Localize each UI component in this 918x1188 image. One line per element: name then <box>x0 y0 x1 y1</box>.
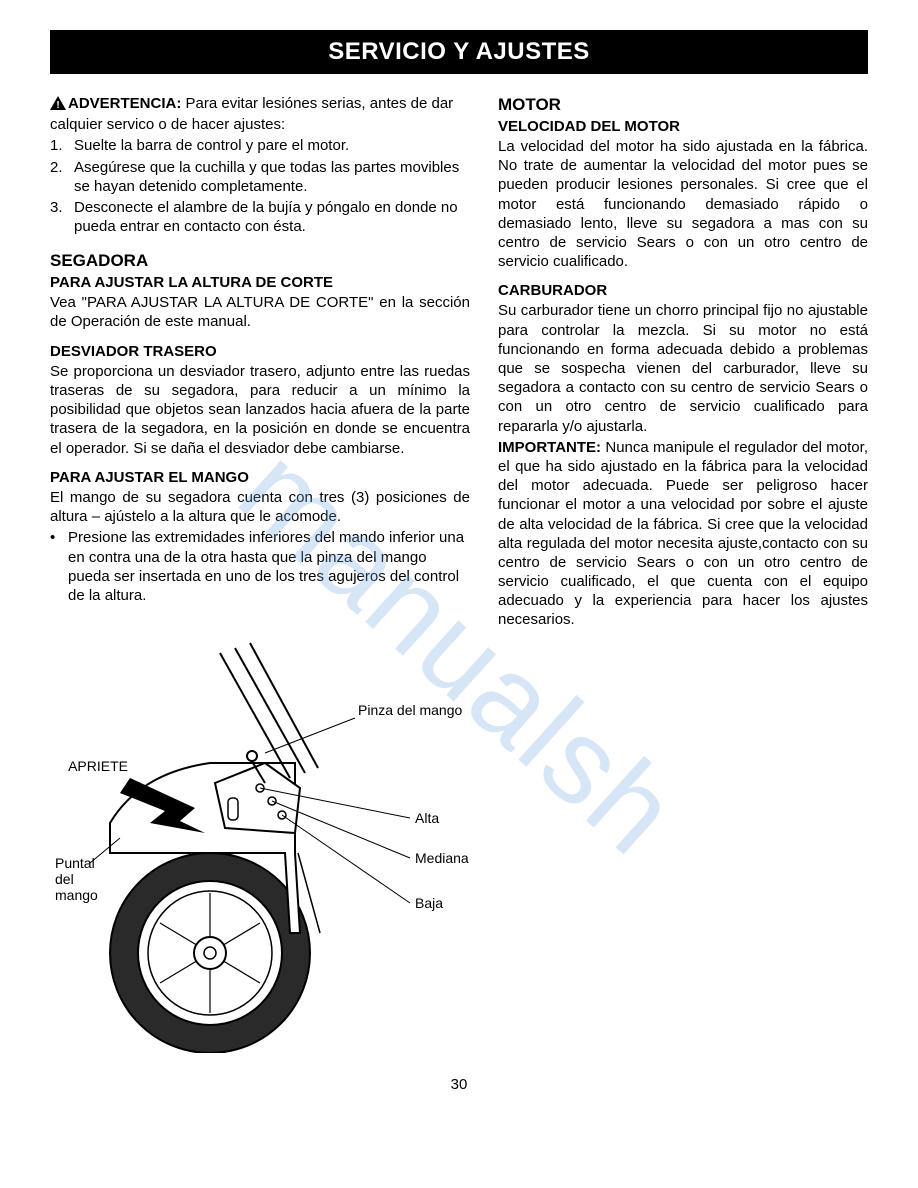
mango-heading: PARA AJUSTAR EL MANGO <box>50 468 470 487</box>
warning-steps-list: 1.Suelte la barra de control y pare el m… <box>50 136 470 236</box>
carburador-paragraph: Su carburador tiene un chorro principal … <box>498 301 868 435</box>
diagram-label-mediana: Mediana <box>415 850 469 866</box>
mango-paragraph: El mango de su segadora cuenta con tres … <box>50 488 470 526</box>
segadora-heading: SEGADORA <box>50 250 470 272</box>
diagram-label-baja: Baja <box>415 895 443 911</box>
motor-heading: MOTOR <box>498 94 868 116</box>
warning-icon: ! <box>50 96 66 115</box>
warning-block: ! ADVERTENCIA: Para evitar lesiónes seri… <box>50 94 470 134</box>
left-column: ! ADVERTENCIA: Para evitar lesiónes seri… <box>50 94 470 1058</box>
importante-text: Nunca manipule el regulador del motor, e… <box>498 439 868 629</box>
carburador-heading: CARBURADOR <box>498 281 868 300</box>
diagram-label-puntal: Puntal del mango <box>55 855 99 903</box>
diagram-label-alta: Alta <box>415 810 439 826</box>
desviador-heading: DESVIADOR TRASERO <box>50 342 470 361</box>
diagram-label-pinza: Pinza del mango <box>358 702 463 718</box>
diagram-label-apriete: APRIETE <box>68 758 128 774</box>
importante-label: IMPORTANTE: <box>498 439 601 456</box>
bullet-dot: • <box>50 528 68 605</box>
list-item: 1.Suelte la barra de control y pare el m… <box>50 136 470 155</box>
altura-paragraph: Vea "PARA AJUSTAR LA ALTURA DE CORTE" en… <box>50 293 470 331</box>
handle-adjustment-diagram: Pinza del mango APRIETE Puntal del mango… <box>50 623 470 1058</box>
right-column: MOTOR VELOCIDAD DEL MOTOR La velocidad d… <box>498 94 868 1058</box>
warning-label: ADVERTENCIA: <box>68 95 181 112</box>
page-banner: SERVICIO Y AJUSTES <box>50 30 868 74</box>
list-item: 2.Asegúrese que la cuchilla y que todas … <box>50 158 470 196</box>
mango-bullet: • Presione las extremidades inferiores d… <box>50 528 470 605</box>
bullet-text: Presione las extremidades inferiores del… <box>68 528 470 605</box>
altura-heading: PARA AJUSTAR LA ALTURA DE CORTE <box>50 273 470 292</box>
velocidad-paragraph: La velocidad del motor ha sido ajustada … <box>498 137 868 271</box>
step-number: 3. <box>50 198 74 236</box>
desviador-paragraph: Se proporciona un desviador trasero, adj… <box>50 362 470 458</box>
two-column-layout: ! ADVERTENCIA: Para evitar lesiónes seri… <box>50 94 868 1058</box>
step-text: Desconecte el alambre de la bujía y póng… <box>74 198 470 236</box>
page-number: 30 <box>50 1076 868 1093</box>
step-number: 2. <box>50 158 74 196</box>
list-item: 3.Desconecte el alambre de la bujía y pó… <box>50 198 470 236</box>
manual-page: SERVICIO Y AJUSTES ! ADVERTENCIA: Para e… <box>0 30 918 1093</box>
step-text: Asegúrese que la cuchilla y que todas la… <box>74 158 470 196</box>
importante-paragraph: IMPORTANTE: Nunca manipule el regulador … <box>498 438 868 630</box>
step-text: Suelte la barra de control y pare el mot… <box>74 136 470 155</box>
velocidad-heading: VELOCIDAD DEL MOTOR <box>498 117 868 136</box>
step-number: 1. <box>50 136 74 155</box>
svg-text:!: ! <box>56 100 59 110</box>
